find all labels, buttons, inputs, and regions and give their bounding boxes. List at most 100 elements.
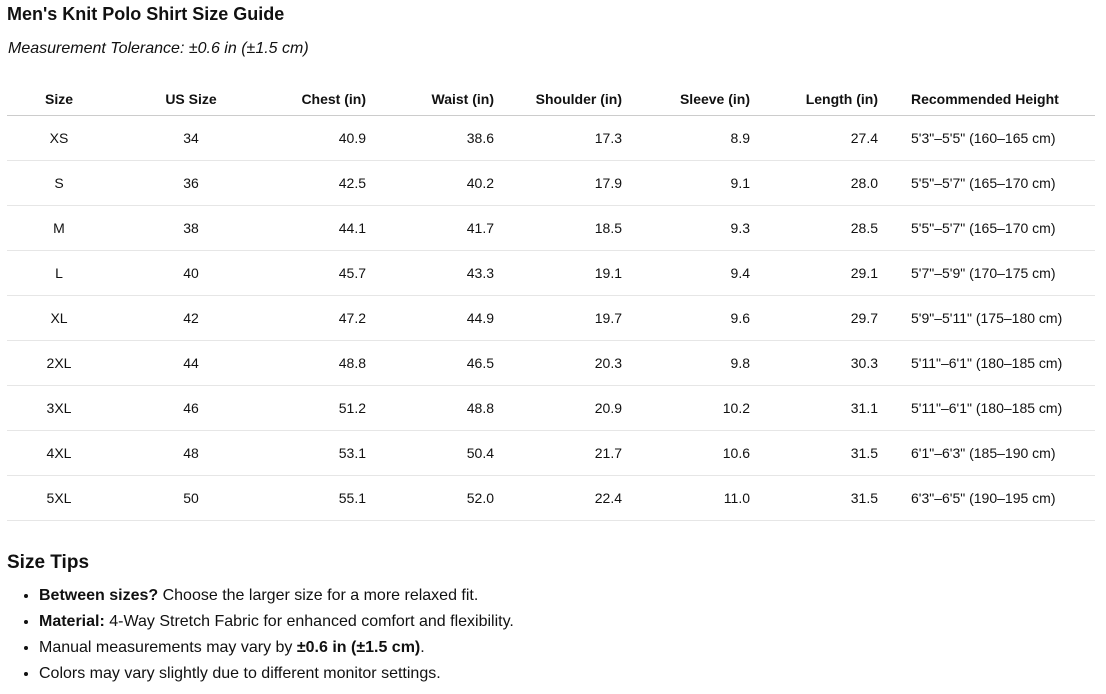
tip-item: Colors may vary slightly due to differen… — [39, 662, 514, 688]
table-cell: 31.5 — [762, 475, 890, 521]
table-cell: 4XL — [7, 430, 111, 476]
table-body: XS 34 40.9 38.6 17.3 8.9 27.4 5'3"–5'5" (160–16… — [7, 115, 1095, 521]
table-cell: 46 — [111, 385, 271, 431]
table-cell: 50.4 — [378, 430, 506, 476]
table-cell: S — [7, 160, 111, 206]
table-cell: 28.5 — [762, 205, 890, 251]
column-header: Sleeve (in) — [634, 74, 762, 116]
column-header: US Size — [111, 74, 271, 116]
column-header: Shoulder (in) — [506, 74, 634, 116]
table-cell: 9.6 — [634, 295, 762, 341]
tip-item: Manual measurements may vary by ±0.6 in … — [39, 636, 514, 662]
table-cell: 17.9 — [506, 160, 634, 206]
table-cell: 20.9 — [506, 385, 634, 431]
table-cell: 31.5 — [762, 430, 890, 476]
table-cell: 5'5"–5'7" (165–170 cm) — [890, 205, 1095, 251]
column-header: Waist (in) — [378, 74, 506, 116]
subtitle: Measurement Tolerance: ±0.6 in (±1.5 cm) — [8, 40, 309, 57]
table-cell: 43.3 — [378, 250, 506, 296]
table-cell: 19.1 — [506, 250, 634, 296]
table-cell: 9.8 — [634, 340, 762, 386]
table-cell: 31.1 — [762, 385, 890, 431]
column-header: Recommended Height — [890, 74, 1095, 116]
table-cell: 44 — [111, 340, 271, 386]
table-row: 4XL 48 53.1 50.4 21.7 10.6 31.5 6'1"–6'3" (185–… — [7, 430, 1095, 476]
table-cell: 17.3 — [506, 115, 634, 161]
table-cell: 40 — [111, 250, 271, 296]
table-cell: XL — [7, 295, 111, 341]
table-cell: 2XL — [7, 340, 111, 386]
table-cell: 52.0 — [378, 475, 506, 521]
table-cell: 42.5 — [271, 160, 378, 206]
table-cell: 42 — [111, 295, 271, 341]
table-cell: 11.0 — [634, 475, 762, 521]
table-cell: 5'9"–5'11" (175–180 cm) — [890, 295, 1095, 341]
table-cell: 20.3 — [506, 340, 634, 386]
table-cell: 48.8 — [271, 340, 378, 386]
table-cell: 5'3"–5'5" (160–165 cm) — [890, 115, 1095, 161]
table-cell: 30.3 — [762, 340, 890, 386]
table-cell: 22.4 — [506, 475, 634, 521]
table-cell: 40.9 — [271, 115, 378, 161]
table-row: L 40 45.7 43.3 19.1 9.4 29.1 5'7"–5'9" (170–175… — [7, 250, 1095, 296]
table-row: 2XL 44 48.8 46.5 20.3 9.8 30.3 5'11"–6'1" (180–… — [7, 340, 1095, 386]
table-cell: 48 — [111, 430, 271, 476]
table-cell: 47.2 — [271, 295, 378, 341]
table-cell: 44.1 — [271, 205, 378, 251]
table-cell: 29.1 — [762, 250, 890, 296]
table-cell: 51.2 — [271, 385, 378, 431]
table-cell: XS — [7, 115, 111, 161]
table-cell: 21.7 — [506, 430, 634, 476]
table-cell: 46.5 — [378, 340, 506, 386]
tip-text: Material: — [39, 613, 105, 630]
table-cell: 38.6 — [378, 115, 506, 161]
table-cell: 3XL — [7, 385, 111, 431]
title: Men's Knit Polo Shirt Size Guide — [7, 4, 285, 24]
tip-text: 4-Way Stretch Fabric for enhanced comfor… — [104, 613, 514, 630]
table-row: 5XL 50 55.1 52.0 22.4 11.0 31.5 6'3"–6'5" (190–… — [7, 475, 1095, 521]
table-cell: 5'7"–5'9" (170–175 cm) — [890, 250, 1095, 296]
table-cell: 34 — [111, 115, 271, 161]
table-cell: 36 — [111, 160, 271, 206]
column-header: Length (in) — [762, 74, 890, 116]
table-row: XL 42 47.2 44.9 19.7 9.6 29.7 5'9"–5'11" (175–1… — [7, 295, 1095, 341]
header-row: Size US Size Chest (in) Waist (in) Shoulder … — [7, 74, 1095, 116]
table-cell: 50 — [111, 475, 271, 521]
table-cell: 9.3 — [634, 205, 762, 251]
table-cell: 5XL — [7, 475, 111, 521]
column-header: Chest (in) — [271, 74, 378, 116]
column-header: Size — [7, 74, 111, 116]
table-cell: 5'11"–6'1" (180–185 cm) — [890, 340, 1095, 386]
table-cell: 45.7 — [271, 250, 378, 296]
table-cell: 40.2 — [378, 160, 506, 206]
table-row: M 38 44.1 41.7 18.5 9.3 28.5 5'5"–5'7" (165–170… — [7, 205, 1095, 251]
table-cell: 5'11"–6'1" (180–185 cm) — [890, 385, 1095, 431]
tip-text: Choose the larger size for a more relaxe… — [158, 587, 479, 604]
table-cell: 41.7 — [378, 205, 506, 251]
tip-item: Between sizes? Choose the larger size fo… — [39, 584, 514, 610]
table-cell: 10.6 — [634, 430, 762, 476]
table-cell: 6'3"–6'5" (190–195 cm) — [890, 475, 1095, 521]
table-cell: 9.4 — [634, 250, 762, 296]
tip-text: ±0.6 in (±1.5 cm) — [296, 639, 421, 656]
table-cell: 44.9 — [378, 295, 506, 341]
table-cell: L — [7, 250, 111, 296]
tip-text: Between sizes? — [39, 587, 159, 604]
tip-text: Colors may vary slightly due to differen… — [39, 665, 441, 682]
tip-text: . — [420, 639, 425, 656]
tips-list: Between sizes? Choose the larger size fo… — [0, 584, 514, 688]
table-cell: 38 — [111, 205, 271, 251]
tip-text: Manual measurements may vary by — [39, 639, 297, 656]
table-cell: M — [7, 205, 111, 251]
table-cell: 27.4 — [762, 115, 890, 161]
table-cell: 55.1 — [271, 475, 378, 521]
table-cell: 8.9 — [634, 115, 762, 161]
table-row: S 36 42.5 40.2 17.9 9.1 28.0 5'5"–5'7" (165–170… — [7, 160, 1095, 206]
table-cell: 19.7 — [506, 295, 634, 341]
table-cell: 9.1 — [634, 160, 762, 206]
tips-title: Size Tips — [7, 552, 90, 573]
table-cell: 10.2 — [634, 385, 762, 431]
tip-item: Material: 4-Way Stretch Fabric for enhan… — [39, 610, 514, 636]
table-cell: 53.1 — [271, 430, 378, 476]
